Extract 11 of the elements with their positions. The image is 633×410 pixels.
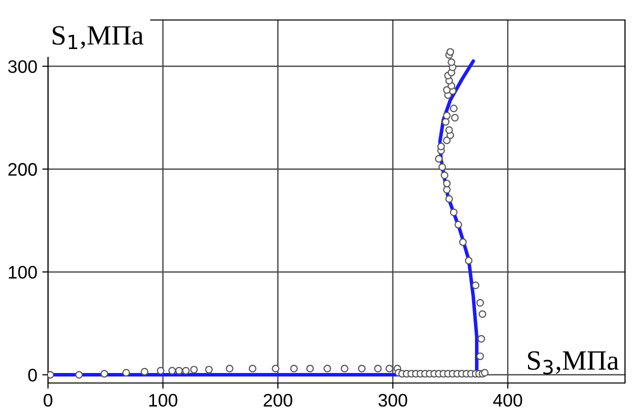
x-tick-label: 0 [44,394,52,407]
y-tick-label: 100 [8,266,37,279]
y-tick-label: 0 [28,368,37,382]
x-axis-title: S$_{3}$,МПа [528,351,619,374]
y-tick-label: 300 [8,60,37,73]
x-tick-label: 400 [493,394,522,407]
y-tick-label: 200 [8,163,37,176]
x-tick-label: 200 [264,394,292,407]
x-tick-label: 300 [378,394,408,407]
y-axis-title: S$_{1}$,МПа [52,26,144,50]
x-tick-label: 100 [149,394,178,407]
